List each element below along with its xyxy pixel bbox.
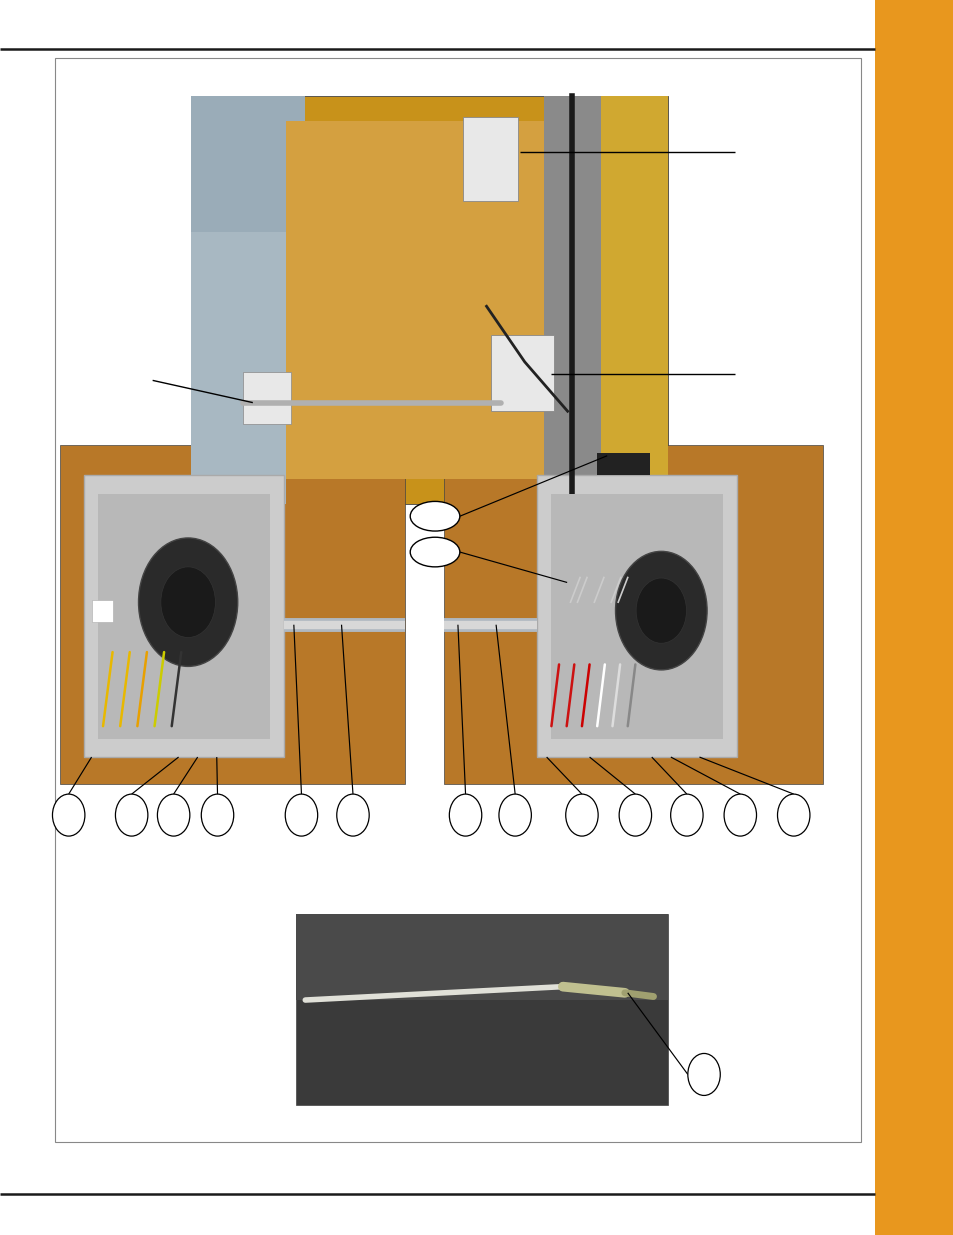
Circle shape (687, 1053, 720, 1095)
Circle shape (285, 794, 317, 836)
Circle shape (449, 794, 481, 836)
FancyBboxPatch shape (551, 494, 722, 739)
Circle shape (201, 794, 233, 836)
FancyBboxPatch shape (295, 914, 667, 1000)
Circle shape (618, 794, 651, 836)
FancyBboxPatch shape (98, 494, 270, 739)
FancyBboxPatch shape (600, 96, 667, 504)
Circle shape (115, 794, 148, 836)
Circle shape (615, 551, 706, 669)
Circle shape (670, 794, 702, 836)
Circle shape (498, 794, 531, 836)
Circle shape (565, 794, 598, 836)
FancyBboxPatch shape (191, 96, 305, 232)
FancyBboxPatch shape (491, 335, 554, 411)
FancyBboxPatch shape (191, 96, 667, 504)
FancyBboxPatch shape (462, 117, 517, 201)
FancyBboxPatch shape (191, 232, 286, 504)
Circle shape (336, 794, 369, 836)
Circle shape (161, 567, 215, 637)
Circle shape (52, 794, 85, 836)
FancyBboxPatch shape (543, 96, 610, 504)
FancyBboxPatch shape (84, 475, 284, 757)
Ellipse shape (410, 501, 459, 531)
FancyBboxPatch shape (91, 600, 112, 622)
Circle shape (138, 538, 237, 667)
FancyBboxPatch shape (286, 121, 553, 479)
Ellipse shape (410, 537, 459, 567)
Circle shape (777, 794, 809, 836)
FancyBboxPatch shape (60, 445, 405, 784)
FancyBboxPatch shape (243, 372, 291, 424)
Circle shape (636, 578, 686, 643)
FancyBboxPatch shape (443, 445, 822, 784)
Circle shape (723, 794, 756, 836)
FancyBboxPatch shape (537, 475, 737, 757)
Circle shape (157, 794, 190, 836)
FancyBboxPatch shape (597, 453, 649, 475)
FancyBboxPatch shape (874, 0, 953, 1235)
FancyBboxPatch shape (55, 58, 861, 1142)
FancyBboxPatch shape (295, 914, 667, 1105)
